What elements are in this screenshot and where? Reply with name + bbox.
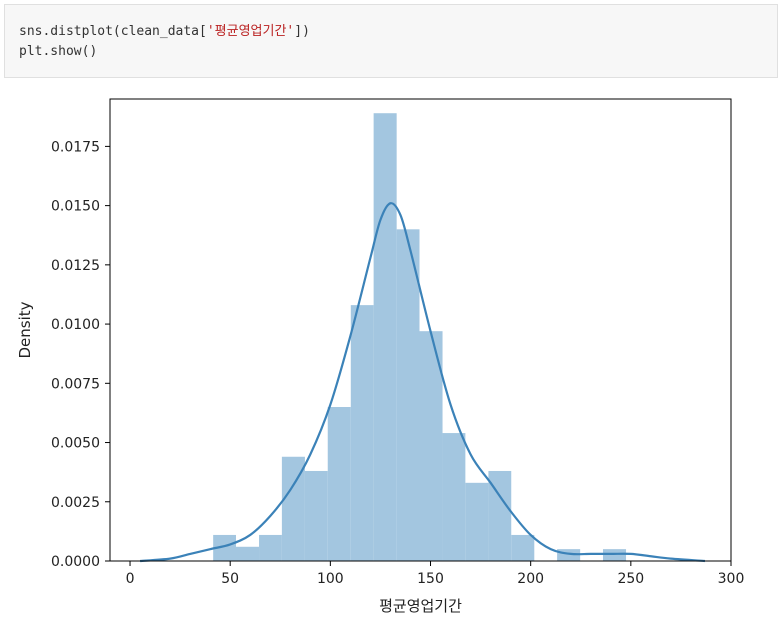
histogram-bar bbox=[511, 534, 535, 561]
histogram-bar bbox=[259, 534, 282, 561]
x-tick-label: 300 bbox=[718, 571, 745, 587]
histogram-bar bbox=[213, 534, 237, 561]
x-axis-label: 평균영업기간 bbox=[379, 597, 462, 615]
x-tick-label: 50 bbox=[221, 571, 239, 587]
histogram-bar bbox=[236, 546, 260, 561]
x-axis-ticks: 0 50 100 150 200 250 300 bbox=[126, 561, 745, 587]
histogram-bar bbox=[373, 113, 397, 561]
histogram-bar bbox=[327, 407, 351, 561]
y-axis-ticks: 0.0000 0.0025 0.0050 0.0075 0.0100 0.0125 0.01… bbox=[51, 139, 110, 570]
code-cell[interactable]: sns.distplot(clean_data['평균영업기간']) plt.s… bbox=[4, 4, 778, 78]
y-tick-label: 0.0150 bbox=[51, 199, 100, 215]
distplot-chart: 0 50 100 150 200 250 300 0.00000.00250.00500.0… bbox=[16, 98, 745, 615]
code-line-2: plt.show() bbox=[19, 44, 98, 59]
histogram-bar bbox=[557, 549, 581, 561]
y-axis-label: Density bbox=[16, 301, 34, 358]
code-line-1: sns.distplot(clean_data['평균영업기간']) bbox=[19, 22, 763, 42]
histogram-bar bbox=[442, 433, 466, 561]
y-tick-label: 0.0000 bbox=[51, 554, 100, 570]
y-tick-label: 0.0050 bbox=[51, 436, 100, 452]
x-tick-label: 0 bbox=[126, 571, 135, 587]
y-tick-label: 0.0100 bbox=[51, 317, 100, 333]
histogram-bar bbox=[602, 549, 627, 561]
histogram-bar bbox=[350, 305, 374, 561]
code-line-1-prefix: sns.distplot(clean_data[ bbox=[19, 24, 207, 39]
histogram-bar bbox=[304, 470, 328, 561]
histogram-bar bbox=[465, 482, 489, 561]
histogram-bar bbox=[396, 229, 420, 562]
histogram-bar bbox=[419, 331, 443, 561]
kde-curve bbox=[139, 202, 706, 563]
histogram-bars bbox=[213, 113, 627, 562]
x-tick-label: 150 bbox=[417, 571, 444, 587]
y-tick-label: 0.0075 bbox=[51, 376, 100, 392]
cell-output: 0 50 100 150 200 250 300 0.0000 0.0025 0.0050 0.0… bbox=[0, 86, 780, 628]
histogram-bar bbox=[281, 456, 305, 561]
x-tick-label: 200 bbox=[517, 571, 544, 587]
y-tick-label: 0.0025 bbox=[51, 495, 100, 511]
code-string-token: '평균영업기간' bbox=[206, 24, 295, 39]
x-tick-label: 100 bbox=[317, 571, 344, 587]
histogram-bar bbox=[488, 470, 512, 561]
plot-frame bbox=[109, 98, 732, 562]
y-tick-label: 0.0125 bbox=[51, 258, 100, 274]
code-line-1-suffix: ]) bbox=[294, 24, 310, 39]
y-tick-label: 0.0175 bbox=[51, 139, 100, 155]
x-tick-label: 250 bbox=[617, 571, 644, 587]
